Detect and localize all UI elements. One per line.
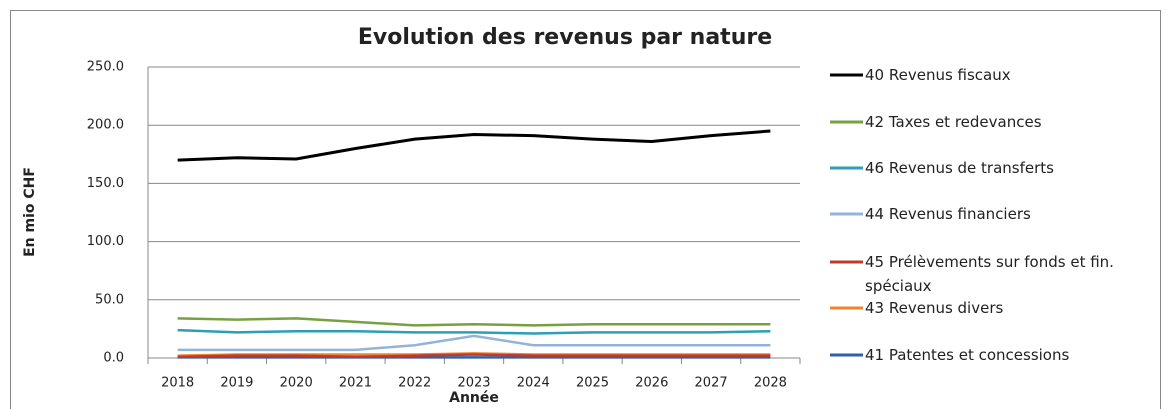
y-tick-label: 100.0 xyxy=(87,234,124,249)
legend-label: 42 Taxes et redevances xyxy=(865,113,1042,131)
y-tick-label: 150.0 xyxy=(87,176,124,191)
y-axis-label: En mio CHF xyxy=(22,167,38,257)
x-tick-label: 2019 xyxy=(220,376,253,391)
x-tick-label: 2023 xyxy=(457,376,490,391)
series-line xyxy=(177,328,771,335)
x-axis-label: Année xyxy=(449,390,499,406)
x-tick-label: 2025 xyxy=(576,376,609,391)
legend-label: 43 Revenus divers xyxy=(865,299,1004,317)
legend-label: 41 Patentes et concessions xyxy=(865,346,1070,364)
x-tick-label: 2026 xyxy=(635,376,668,391)
x-tick-label: 2027 xyxy=(695,376,728,391)
x-tick-label: 2028 xyxy=(754,376,787,391)
x-tick-label: 2020 xyxy=(280,376,313,391)
x-tick-label: 2018 xyxy=(161,376,194,391)
chart-border xyxy=(10,10,1161,409)
x-tick-label: 2024 xyxy=(517,376,550,391)
x-tick-label: 2022 xyxy=(398,376,431,391)
legend-label: 44 Revenus financiers xyxy=(865,205,1031,223)
y-tick-label: 50.0 xyxy=(95,292,124,307)
legend-label: 46 Revenus de transferts xyxy=(865,159,1054,177)
y-tick-label: 250.0 xyxy=(87,60,124,75)
y-tick-label: 200.0 xyxy=(87,118,124,133)
y-tick-label: 0.0 xyxy=(103,351,124,366)
chart-title: Evolution des revenus par nature xyxy=(358,25,772,50)
x-tick-label: 2021 xyxy=(339,376,372,391)
legend-label: 40 Revenus fiscaux xyxy=(865,66,1011,84)
series-line xyxy=(177,317,771,327)
series-line xyxy=(177,129,771,162)
series-line xyxy=(177,353,771,359)
legend-label: 45 Prélèvements sur fonds et fin. spécia… xyxy=(865,253,1114,295)
series-line xyxy=(177,334,771,352)
